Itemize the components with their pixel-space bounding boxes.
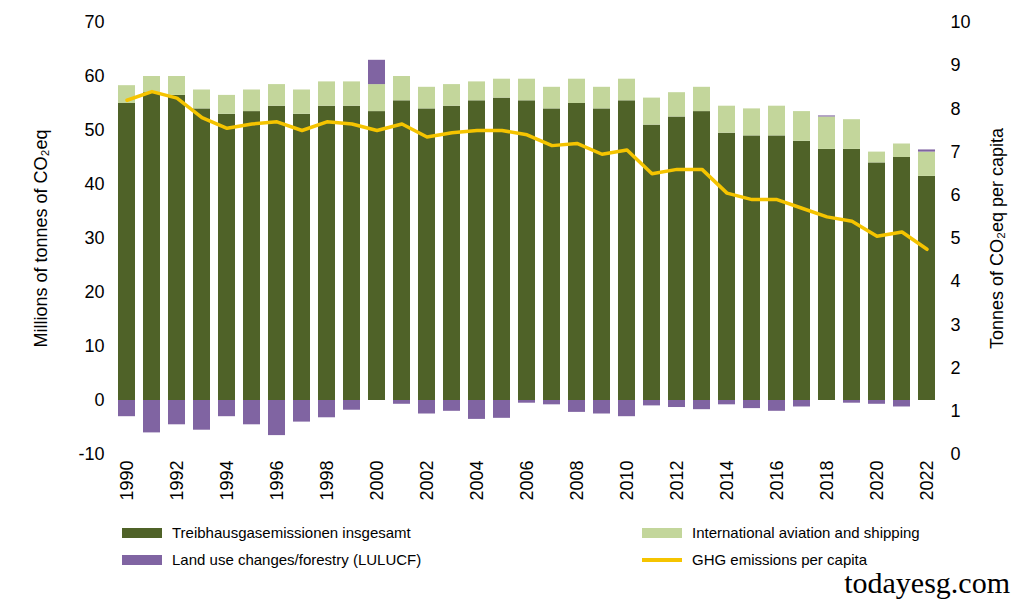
svg-text:1: 1 <box>951 401 961 421</box>
svg-text:3: 3 <box>951 315 961 335</box>
svg-text:2: 2 <box>951 358 961 378</box>
svg-text:2010: 2010 <box>617 461 637 501</box>
html-text:Treibhausgasemissionen insgesa: Treibhausgasemissionen insgesamt <box>172 524 411 541</box>
svg-text:30: 30 <box>84 228 104 248</box>
svg-text:2022: 2022 <box>917 461 937 501</box>
svg-text:4: 4 <box>951 271 961 291</box>
svg-text:20: 20 <box>84 282 104 302</box>
svg-text:6: 6 <box>951 185 961 205</box>
svg-text:9: 9 <box>951 55 961 75</box>
svg-text:5: 5 <box>951 228 961 248</box>
svg-text:0: 0 <box>94 390 104 410</box>
svg-text:Millions of tonnes of CO₂eq: Millions of tonnes of CO₂eq <box>31 129 51 347</box>
svg-text:2016: 2016 <box>767 461 787 501</box>
html-text:Land use changes/forestry (LUL: Land use changes/forestry (LULUCF) <box>172 551 422 568</box>
svg-text:2008: 2008 <box>567 461 587 501</box>
svg-text:2012: 2012 <box>667 461 687 501</box>
svg-text:2000: 2000 <box>367 461 387 501</box>
svg-text:10: 10 <box>951 12 971 32</box>
svg-text:40: 40 <box>84 174 104 194</box>
svg-text:7: 7 <box>951 142 961 162</box>
svg-text:1992: 1992 <box>167 461 187 501</box>
svg-text:10: 10 <box>84 336 104 356</box>
svg-text:1990: 1990 <box>117 461 137 501</box>
svg-text:8: 8 <box>951 99 961 119</box>
svg-text:1996: 1996 <box>267 461 287 501</box>
svg-text:0: 0 <box>951 444 961 464</box>
html-text:International aviation and shi: International aviation and shipping <box>692 524 920 541</box>
svg-text:60: 60 <box>84 66 104 86</box>
svg-text:70: 70 <box>84 12 104 32</box>
svg-text:2004: 2004 <box>467 461 487 501</box>
svg-text:1994: 1994 <box>217 461 237 501</box>
svg-text:2006: 2006 <box>517 461 537 501</box>
svg-text:Tonnes of CO₂eq per capita: Tonnes of CO₂eq per capita <box>987 127 1007 349</box>
svg-text:1998: 1998 <box>317 461 337 501</box>
svg-text:2002: 2002 <box>417 461 437 501</box>
svg-text:-10: -10 <box>78 444 104 464</box>
svg-text:2018: 2018 <box>817 461 837 501</box>
svg-text:50: 50 <box>84 120 104 140</box>
html-text:GHG emissions per capita: GHG emissions per capita <box>692 551 868 568</box>
svg-text:2014: 2014 <box>717 461 737 501</box>
html-text:todayesg.com: todayesg.com <box>844 566 1010 599</box>
svg-text:2020: 2020 <box>867 461 887 501</box>
